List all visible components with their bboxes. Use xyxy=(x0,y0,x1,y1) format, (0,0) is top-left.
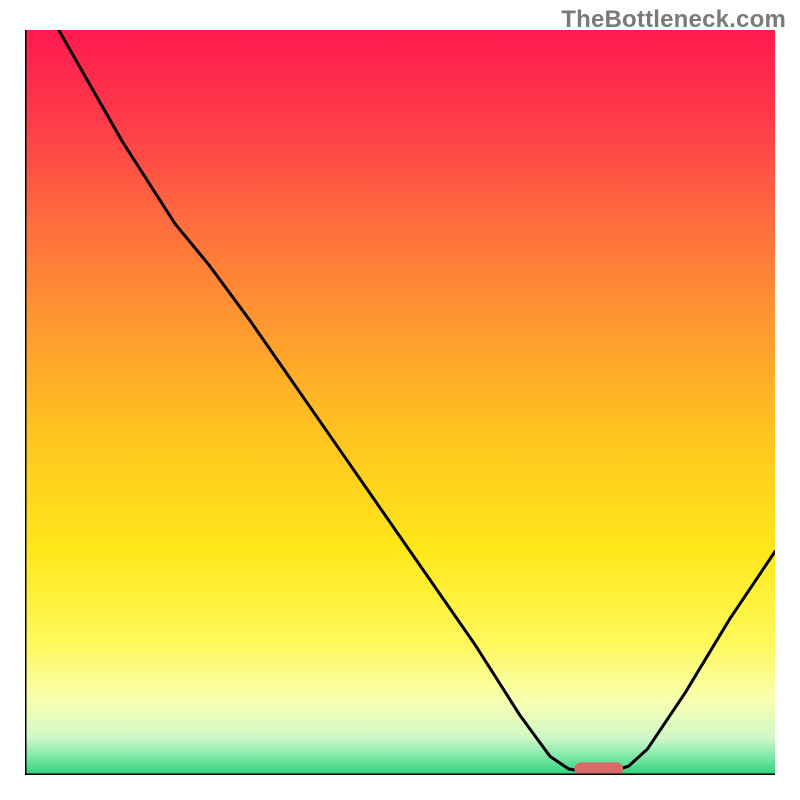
chart-container: TheBottleneck.com xyxy=(0,0,800,800)
bottleneck-chart xyxy=(25,30,775,775)
